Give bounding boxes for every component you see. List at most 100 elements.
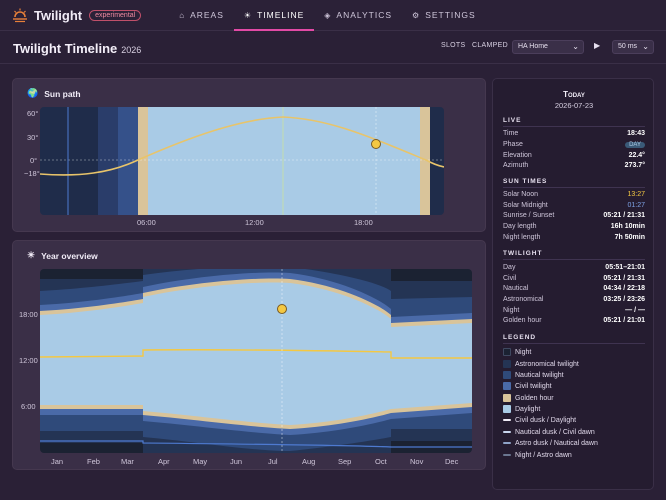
row-key: Sunrise / Sunset	[503, 212, 555, 219]
solar-noon-line	[40, 349, 472, 359]
month-label: Jun	[230, 457, 243, 466]
legend-swatch	[503, 382, 511, 390]
sun-path-title-text: Sun path	[44, 88, 81, 99]
today-heading: Today	[563, 90, 585, 99]
twilight-row: Astronomical 03:25 / 23:26	[503, 296, 645, 306]
phase-badge: DAY	[625, 142, 645, 148]
legend-label: Nautical twilight	[515, 371, 564, 379]
legend-label: Daylight	[515, 405, 541, 413]
daylight-region	[40, 282, 472, 425]
divider	[503, 259, 645, 260]
row-key: Astronomical	[503, 296, 544, 303]
clamped-button[interactable]: CLAMPED	[472, 42, 508, 49]
row-key: Day length	[503, 223, 537, 230]
month-label: Aug	[302, 457, 316, 466]
golden-hour-band	[138, 107, 148, 215]
tab-settings[interactable]: ⚙ SETTINGS	[402, 0, 486, 31]
y-tick: −18°	[24, 169, 40, 178]
legend-label: Night	[515, 348, 532, 356]
sun-path-card: 🌍 Sun path 60° 30° 0° −18° 06:00 12:00 18…	[12, 78, 486, 232]
row-key: Elevation	[503, 152, 532, 159]
month-label: Jan	[51, 457, 64, 466]
area-select-value: HA Home	[518, 43, 548, 50]
sun-times-section-label: SUN TIMES	[503, 178, 548, 185]
divider	[503, 187, 645, 188]
app-name: Twilight	[34, 7, 83, 23]
top-bar: Twilight experimental ⌂ AREAS ☀ TIMELINE ◈…	[0, 0, 666, 31]
row-value: 16h 10min	[610, 223, 645, 230]
row-value: 03:25 / 23:26	[603, 296, 645, 303]
speed-select[interactable]: 50 ms ⌄	[612, 40, 654, 54]
page-title: Twilight Timeline 2026	[13, 41, 141, 56]
row-key: Phase	[503, 141, 523, 148]
row-value: 22.4°	[628, 152, 645, 159]
sun-row: Solar Noon 13:27	[503, 191, 645, 201]
row-key: Azimuth	[503, 162, 529, 169]
legend-swatch	[503, 394, 511, 402]
sun-marker[interactable]	[277, 304, 287, 314]
twilight-row: Night — / —	[503, 307, 645, 317]
solar-midnight-line	[40, 440, 472, 448]
legend-label: Civil twilight	[515, 382, 552, 390]
legend-item: Nautical twilight	[503, 370, 564, 380]
live-section-label: LIVE	[503, 117, 522, 124]
tab-label: SETTINGS	[425, 10, 476, 20]
legend-swatch	[503, 371, 511, 379]
today-panel: Today 2026-07-23 LIVE Time 18:43 Phase DAY…	[492, 78, 654, 490]
twilight-row: Nautical 04:34 / 22:18	[503, 285, 645, 295]
slots-button[interactable]: SLOTS	[441, 42, 466, 49]
month-label: Nov	[410, 457, 424, 466]
month-label: Oct	[375, 457, 387, 466]
sun-row: Sunrise / Sunset 05:21 / 21:31	[503, 212, 645, 222]
sun-path-plot	[40, 107, 444, 215]
legend-swatch	[503, 360, 511, 368]
live-row: Elevation 22.4°	[503, 152, 645, 162]
sun-marker[interactable]	[371, 139, 381, 149]
row-key: Day	[503, 264, 516, 271]
home-icon: ⌂	[179, 10, 186, 20]
row-value: 273.7°	[624, 162, 645, 169]
experimental-badge: experimental	[89, 9, 142, 21]
row-value: 05:51–21:01	[605, 264, 645, 271]
chevron-down-icon: ⌄	[642, 42, 649, 51]
row-key: Solar Noon	[503, 191, 539, 198]
row-value: 01:27	[627, 202, 645, 209]
month-label: Apr	[158, 457, 170, 466]
twilight-row: Civil 05:21 / 21:31	[503, 275, 645, 285]
live-row: Phase DAY	[503, 141, 645, 151]
row-value: 05:21 / 21:31	[603, 275, 645, 282]
divider	[503, 126, 645, 127]
play-icon[interactable]: ▶	[594, 41, 601, 50]
sunset-logo-icon	[13, 8, 27, 23]
y-tick: 6:00	[21, 402, 36, 411]
month-axis: Jan Feb Mar Apr May Jun Jul Aug Sep Oct …	[40, 457, 472, 467]
month-label: Dec	[445, 457, 459, 466]
y-tick: 0°	[30, 156, 38, 165]
legend-item: Astro dusk / Nautical dawn	[503, 438, 598, 448]
tab-timeline[interactable]: ☀ TIMELINE	[233, 0, 315, 31]
sun-icon: ☀	[243, 10, 253, 20]
chevron-down-icon: ⌄	[572, 42, 579, 51]
nav-tabs: ⌂ AREAS ☀ TIMELINE ◈ ANALYTICS ⚙ SETTINGS	[169, 0, 486, 31]
legend-item: Golden hour	[503, 393, 554, 403]
area-select[interactable]: HA Home ⌄	[512, 40, 584, 54]
brand[interactable]: Twilight experimental	[12, 7, 142, 23]
legend-line	[503, 454, 511, 456]
legend-label: Astro dusk / Nautical dawn	[515, 439, 598, 447]
sun-row: Solar Midnight 01:27	[503, 202, 645, 212]
year-overview-title-text: Year overview	[41, 250, 98, 261]
legend-item: Night / Astro dawn	[503, 450, 572, 460]
twilight-row: Golden hour 05:21 / 21:01	[503, 317, 645, 327]
row-key: Solar Midnight	[503, 202, 548, 209]
legend-item: Civil twilight	[503, 381, 552, 391]
month-label: May	[193, 457, 208, 466]
page-title-text: Twilight Timeline	[13, 41, 118, 56]
row-value: — / —	[625, 307, 645, 314]
tab-analytics[interactable]: ◈ ANALYTICS	[314, 0, 402, 31]
row-value: 05:21 / 21:01	[603, 317, 645, 324]
tab-areas[interactable]: ⌂ AREAS	[169, 0, 234, 31]
y-tick: 18:00	[19, 310, 38, 319]
x-tick: 18:00	[354, 218, 373, 227]
legend-item: Astronomical twilight	[503, 359, 579, 369]
y-tick: 60°	[27, 109, 39, 118]
